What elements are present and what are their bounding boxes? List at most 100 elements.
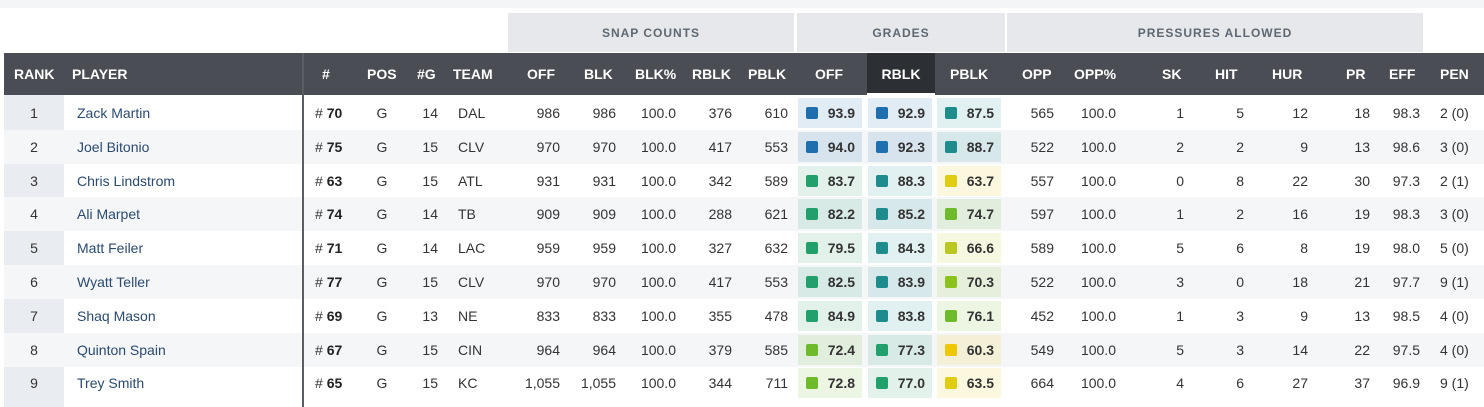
pen-cell: 3 (0) [1440,206,1469,223]
player-link[interactable]: Ali Marpet [77,206,141,223]
table-row[interactable]: 2 Joel Bitonio # 75 G 15 CLV 970 970 100… [4,129,1484,164]
games-cell: 15 [422,341,438,358]
col-header-rank[interactable]: RANK [14,66,55,82]
col-header-rblk[interactable]: RBLK [692,66,731,82]
col-header-pr[interactable]: PR [1346,66,1366,82]
rblk-cell: 342 [708,172,732,189]
games-cell: 14 [422,206,438,223]
hit-cell: 6 [1236,375,1244,392]
grade-value: 79.5 [827,240,855,257]
player-link[interactable]: Joel Bitonio [77,138,150,155]
team-cell: KC [458,375,478,392]
jersey-number-cell: # 63 [315,164,342,198]
player-link[interactable]: Shaq Mason [77,307,156,324]
table-header: RANK PLAYER # POS #G TEAM OFF BLK BLK% R… [4,53,1484,95]
table-row[interactable]: 3 Chris Lindstrom # 63 G 15 ATL 931 931 … [4,164,1484,198]
sk-cell: 5 [1176,240,1184,257]
rank-cell: 6 [30,274,38,290]
hur-cell: 27 [1292,375,1308,392]
grade-off: 79.5 [798,233,862,264]
hash-symbol: # [315,274,323,290]
pos-cell: G [376,341,388,358]
blk-cell: 986 [592,105,616,121]
pr-cell: 22 [1354,341,1370,358]
sk-cell: 3 [1176,274,1184,290]
player-link[interactable]: Wyatt Teller [77,274,150,290]
table-row[interactable]: 4 Ali Marpet # 74 G 14 TB 909 909 100.0 … [4,197,1484,232]
hit-cell: 2 [1236,206,1244,223]
rblk-cell: 327 [708,240,732,257]
blk-cell: 833 [592,307,616,324]
col-header-grade-pblk[interactable]: PBLK [950,66,989,82]
col-header-eff[interactable]: EFF [1389,66,1416,82]
grade-rblk: 92.3 [868,131,932,162]
player-link[interactable]: Quinton Spain [77,341,166,358]
blk-cell: 931 [592,172,616,189]
grade-value: 66.6 [966,240,994,257]
col-header-team[interactable]: TEAM [453,66,493,82]
pblk-cell: 553 [764,138,788,155]
col-header-player[interactable]: PLAYER [72,66,128,82]
snap-off-cell: 833 [536,307,560,324]
hur-cell: 9 [1300,307,1308,324]
opp-pct-cell: 100.0 [1080,375,1116,392]
col-header-sk[interactable]: SK [1162,66,1182,82]
grade-value: 70.3 [966,274,994,290]
pos-cell: G [376,240,388,257]
grade-value: 84.9 [827,307,855,324]
grade-swatch [806,276,818,288]
pen-cell: 9 (1) [1440,274,1469,290]
hash-symbol: # [315,307,323,324]
hash-symbol: # [315,206,323,223]
col-header-grade-rblk[interactable]: RBLK [867,53,935,95]
blk-cell: 970 [592,274,616,290]
jersey-number: 77 [326,274,343,290]
eff-cell: 97.5 [1392,341,1420,358]
pen-cell: 4 (0) [1440,307,1469,324]
hur-cell: 16 [1292,206,1308,223]
grade-off: 83.7 [798,165,862,196]
grade-swatch [876,174,888,187]
hit-cell: 3 [1236,341,1244,358]
player-link[interactable]: Zack Martin [77,105,151,121]
col-header-blk[interactable]: BLK [584,66,613,82]
col-header-blk-pct[interactable]: BLK% [635,66,677,82]
col-header-pos[interactable]: POS [367,66,397,82]
opp-pct-cell: 100.0 [1080,206,1116,223]
games-cell: 13 [422,307,438,324]
hit-cell: 0 [1236,274,1244,290]
games-cell: 14 [422,105,438,121]
col-header-opp[interactable]: OPP [1022,66,1052,82]
col-header-snap-off[interactable]: OFF [527,66,555,82]
col-header-pen[interactable]: PEN [1440,66,1469,82]
pos-cell: G [376,375,388,392]
grade-off: 82.5 [798,267,862,297]
grade-pblk: 88.7 [937,131,1001,162]
opp-pct-cell: 100.0 [1080,307,1116,324]
opp-cell: 664 [1030,375,1054,392]
table-row[interactable]: 6 Wyatt Teller # 77 G 15 CLV 970 970 100… [4,265,1484,299]
col-header-number[interactable]: # [322,66,330,82]
grade-value: 74.7 [966,206,994,223]
table-row[interactable]: 7 Shaq Mason # 69 G 13 NE 833 833 100.0 … [4,299,1484,333]
player-link[interactable]: Chris Lindstrom [77,172,176,189]
col-header-games[interactable]: #G [417,66,436,82]
table-row[interactable]: 8 Quinton Spain # 67 G 15 CIN 964 964 10… [4,332,1484,367]
col-header-hur[interactable]: HUR [1272,66,1303,82]
table-row[interactable]: 1 Zack Martin # 70 G 14 DAL 986 986 100.… [4,96,1484,130]
grade-swatch [876,343,888,356]
player-link[interactable]: Trey Smith [77,375,145,392]
eff-cell: 98.0 [1392,240,1420,257]
col-header-opp-pct[interactable]: OPP% [1074,66,1117,82]
eff-cell: 96.9 [1392,375,1420,392]
col-header-pblk[interactable]: PBLK [748,66,787,82]
col-header-grade-off[interactable]: OFF [815,66,843,82]
col-header-hit[interactable]: HIT [1215,66,1238,82]
player-link[interactable]: Matt Feiler [77,240,144,257]
pos-cell: G [376,307,388,324]
table-row[interactable]: 5 Matt Feiler # 71 G 14 LAC 959 959 100.… [4,231,1484,265]
grade-pblk: 76.1 [937,300,1001,331]
blk-cell: 909 [592,206,616,223]
jersey-number-cell: # 74 [315,197,342,231]
table-row[interactable]: 9 Trey Smith # 65 G 15 KC 1,055 1,055 10… [4,366,1484,400]
